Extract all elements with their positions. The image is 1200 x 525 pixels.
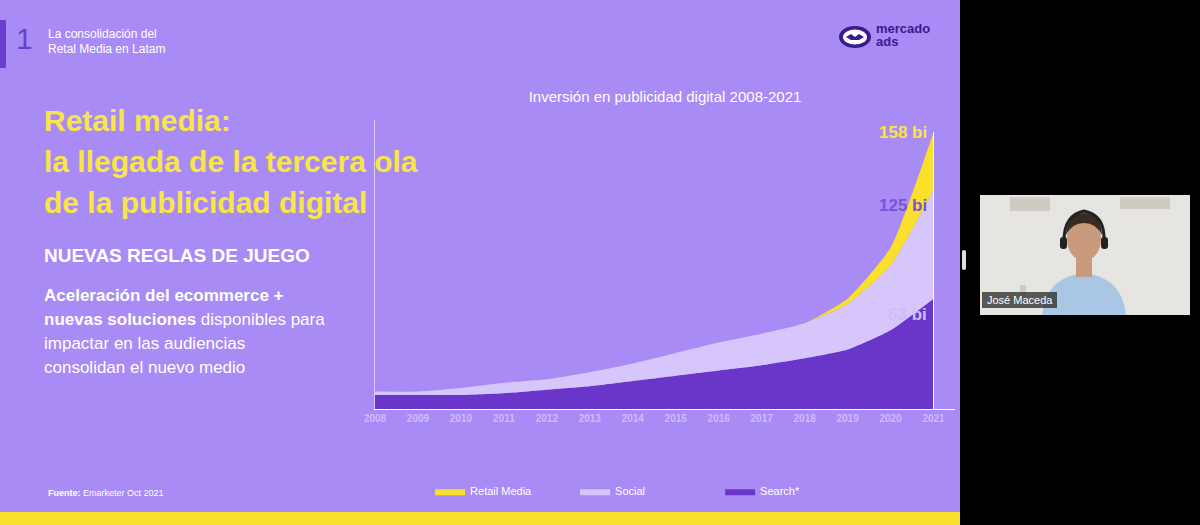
svg-text:2017: 2017	[751, 413, 774, 424]
svg-text:Social: Social	[615, 485, 645, 497]
svg-text:63 bi: 63 bi	[888, 305, 927, 324]
html-text:Retail media:: Retail media:	[44, 104, 231, 137]
html-text:Aceleración del ecommerce +: Aceleración del ecommerce +	[44, 286, 284, 305]
html-text:La consolidación del: La consolidación del	[48, 27, 157, 41]
html-text:ads: ads	[876, 34, 899, 49]
html-text:nuevas soluciones disponibles: nuevas soluciones disponibles para	[44, 310, 325, 329]
html-text:consolidan el nuevo medio: consolidan el nuevo medio	[44, 358, 246, 377]
svg-text:Inversión en publicidad digita: Inversión en publicidad digital 2008-202…	[529, 88, 802, 105]
svg-text:2015: 2015	[665, 413, 688, 424]
html-text:impactar en las audiencias: impactar en las audiencias	[44, 334, 246, 353]
svg-text:125 bi: 125 bi	[879, 196, 927, 215]
html-text:la llegada de la tercera ola: la llegada de la tercera ola	[44, 145, 418, 178]
svg-text:2014: 2014	[622, 413, 645, 424]
svg-text:2011: 2011	[493, 413, 515, 424]
svg-text:2010: 2010	[450, 413, 473, 424]
svg-text:2009: 2009	[407, 413, 430, 424]
html-text:NUEVAS REGLAS DE JUEGO: NUEVAS REGLAS DE JUEGO	[44, 245, 310, 266]
html-text:mercado: mercado	[876, 21, 931, 36]
svg-text:2012: 2012	[536, 413, 559, 424]
svg-text:2020: 2020	[879, 413, 902, 424]
html-text:José Maceda: José Maceda	[987, 294, 1053, 306]
html-text:Retal Media en Latam: Retal Media en Latam	[48, 42, 166, 56]
svg-text:2016: 2016	[708, 413, 731, 424]
svg-text:158 bi: 158 bi	[879, 123, 927, 142]
svg-text:Search*: Search*	[760, 485, 800, 497]
svg-text:2008: 2008	[364, 413, 387, 424]
html-text:de la publicidad digital: de la publicidad digital	[44, 186, 368, 219]
html-text:1: 1	[16, 22, 33, 55]
svg-text:2018: 2018	[794, 413, 817, 424]
svg-text:2019: 2019	[836, 413, 859, 424]
svg-text:2021: 2021	[922, 413, 945, 424]
svg-text:2013: 2013	[579, 413, 602, 424]
svg-text:Retail Media: Retail Media	[470, 485, 532, 497]
html-text:Fuente: Emarketer Oct 2021: Fuente: Emarketer Oct 2021	[48, 488, 164, 498]
